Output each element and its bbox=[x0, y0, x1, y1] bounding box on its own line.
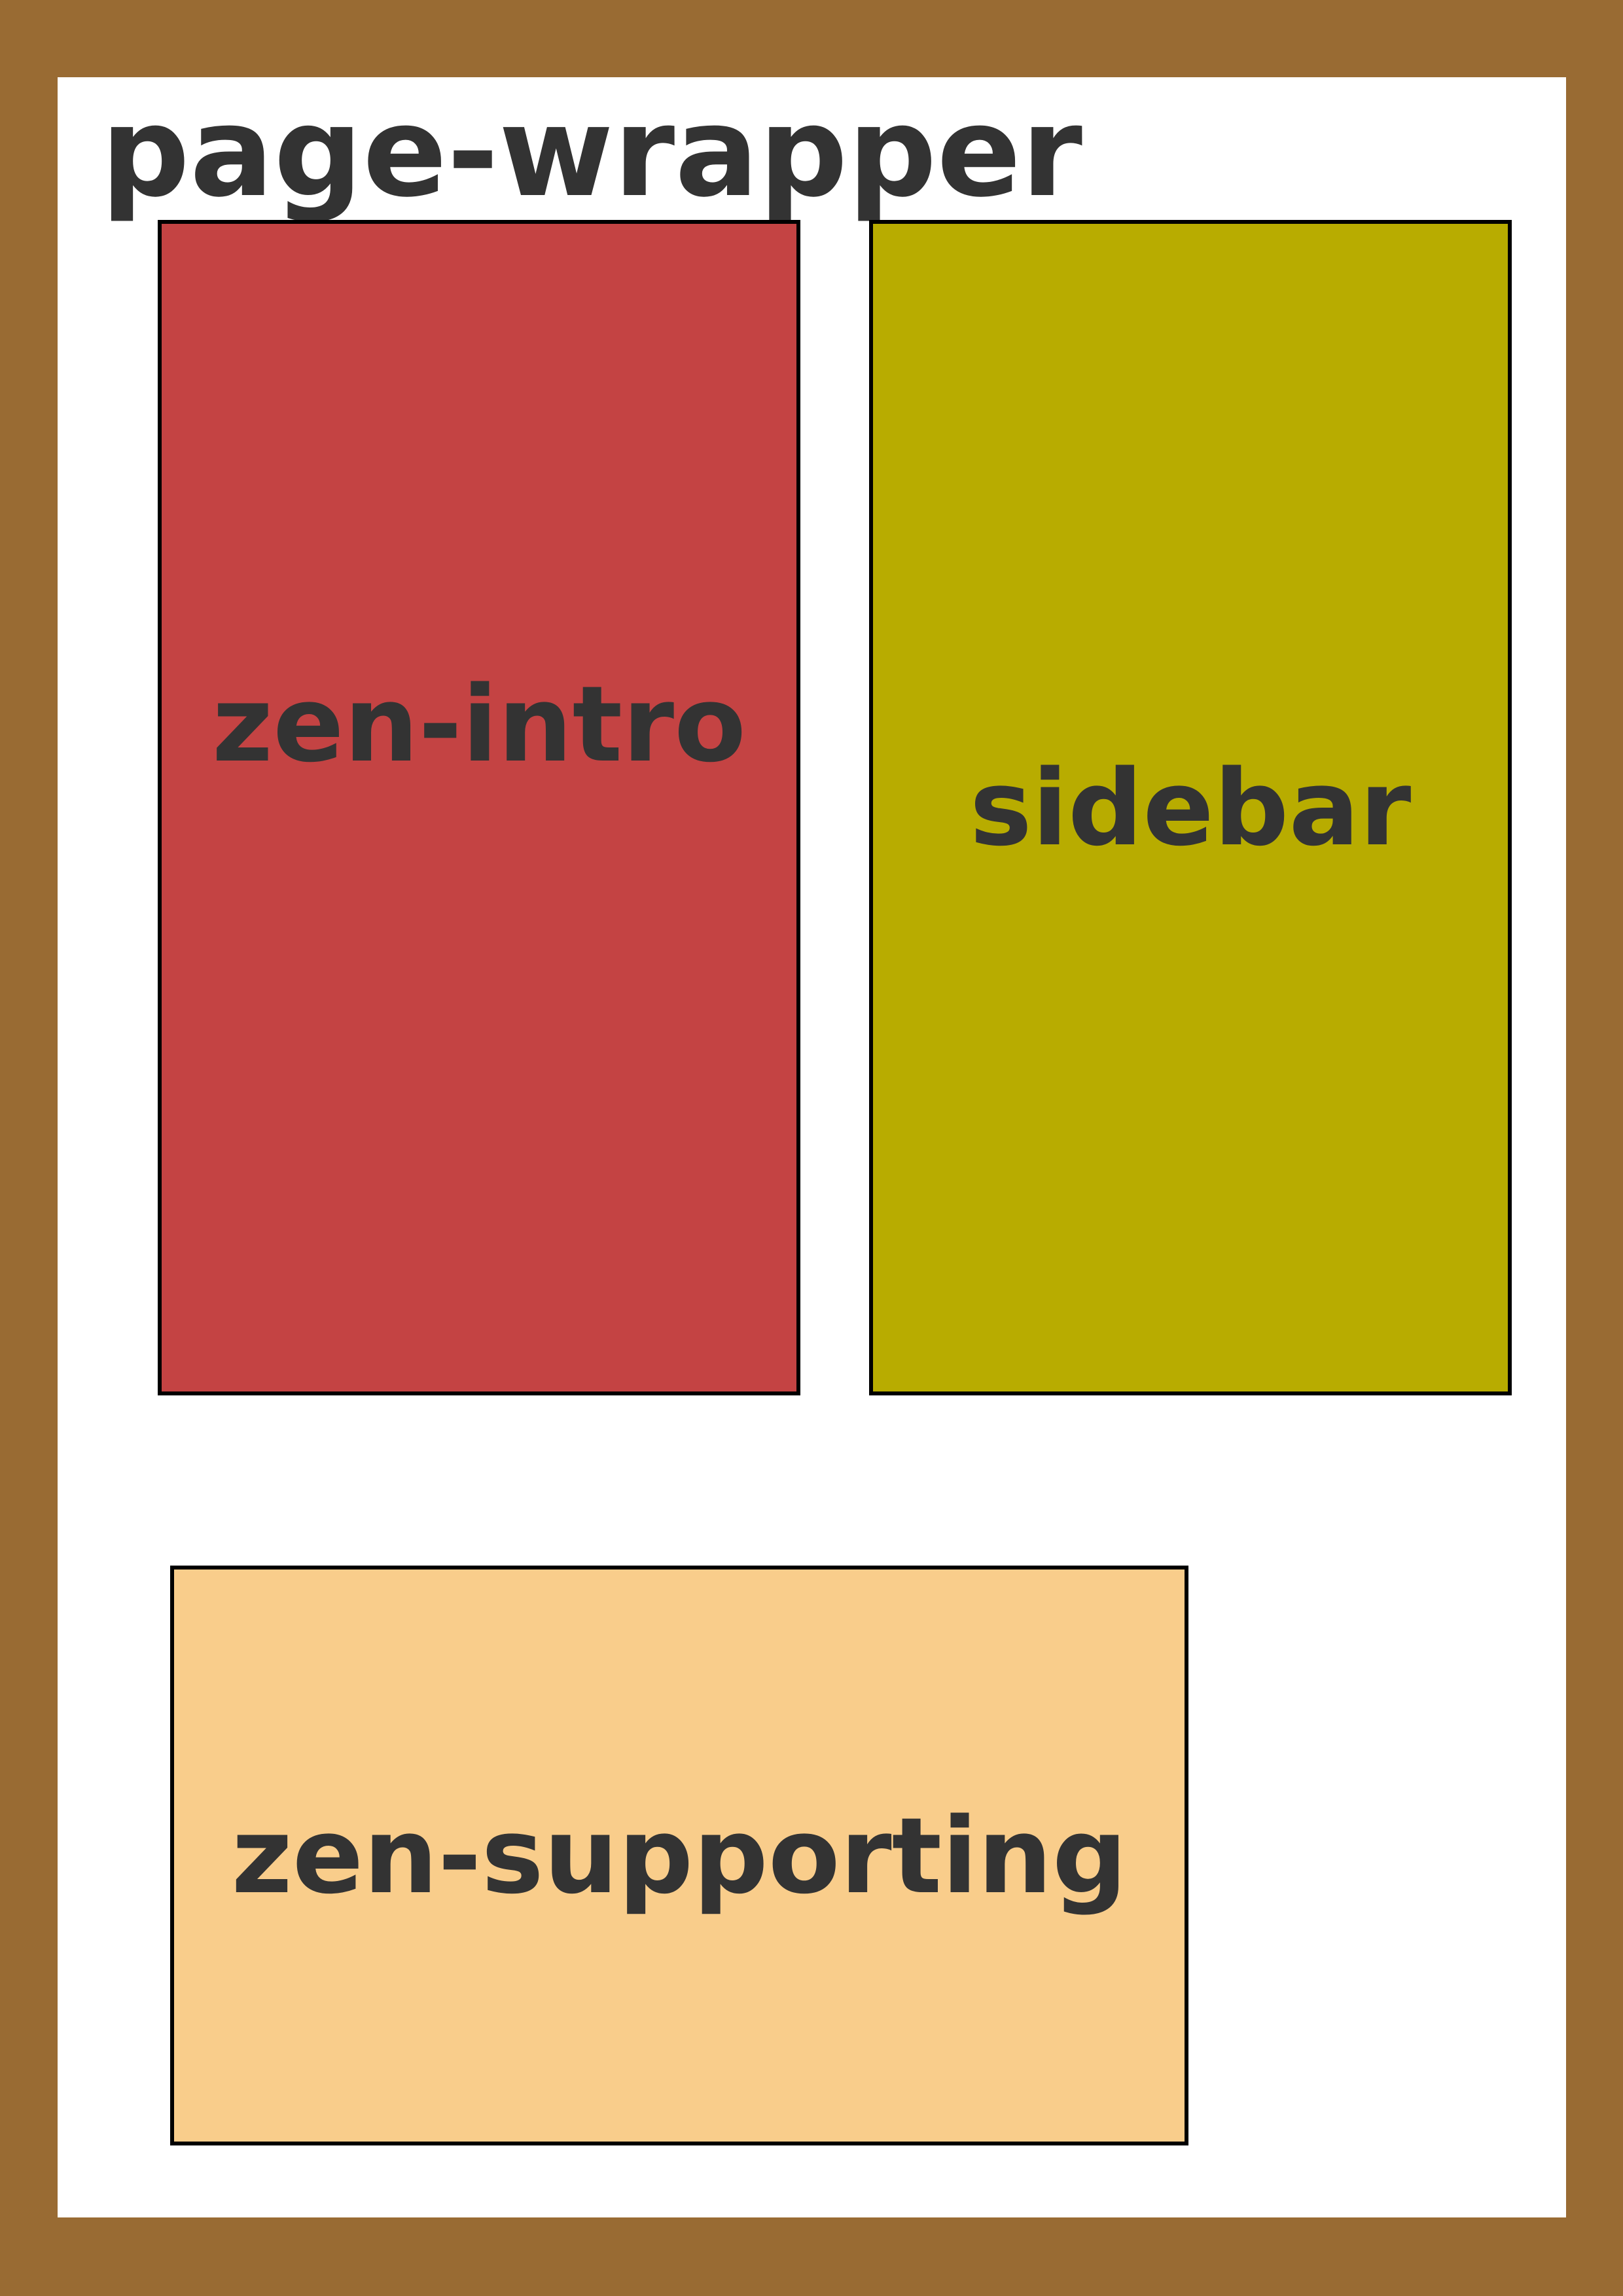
zen-supporting-box: zen-supporting bbox=[170, 1566, 1188, 2145]
page-wrapper-box: page-wrapper zen-intro sidebar zen-suppo… bbox=[58, 77, 1566, 2217]
sidebar-box: sidebar bbox=[869, 220, 1512, 1395]
page-wrapper-label: page-wrapper bbox=[101, 80, 1082, 224]
sidebar-label: sidebar bbox=[969, 746, 1412, 869]
zen-supporting-label: zen-supporting bbox=[231, 1794, 1128, 1917]
zen-intro-box: zen-intro bbox=[158, 220, 800, 1395]
zen-intro-label: zen-intro bbox=[211, 662, 746, 785]
